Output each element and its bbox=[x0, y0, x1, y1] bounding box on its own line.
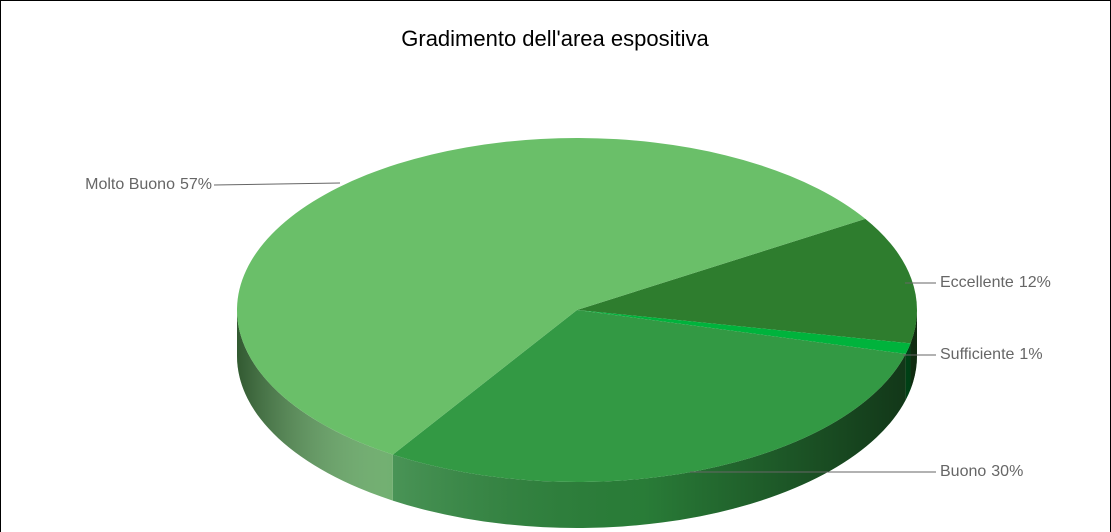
side-shade bbox=[905, 343, 911, 400]
slice-label: Molto Buono 57% bbox=[85, 176, 212, 193]
label-name: Buono bbox=[940, 463, 986, 480]
slice bbox=[392, 310, 906, 482]
label-value: 1% bbox=[1019, 346, 1042, 363]
side-shade bbox=[237, 310, 393, 501]
slice bbox=[237, 137, 866, 455]
slice-label: Sufficiente 1% bbox=[940, 346, 1043, 363]
slice-label: Buono 30% bbox=[940, 463, 1023, 480]
label-value: 30% bbox=[991, 463, 1023, 480]
label-name: Molto Buono bbox=[85, 176, 175, 193]
label-name: Eccellente bbox=[940, 274, 1014, 291]
slice-label: Eccellente 12% bbox=[940, 274, 1051, 291]
leader-line bbox=[213, 182, 341, 186]
slice bbox=[577, 218, 917, 344]
slice bbox=[577, 310, 911, 354]
label-name: Sufficiente bbox=[940, 346, 1015, 363]
label-value: 12% bbox=[1019, 274, 1051, 291]
side-shade bbox=[392, 353, 906, 528]
chart-title: Gradimento dell'area espositiva bbox=[401, 26, 709, 51]
label-value: 57% bbox=[180, 176, 212, 193]
side-shade bbox=[910, 310, 918, 390]
